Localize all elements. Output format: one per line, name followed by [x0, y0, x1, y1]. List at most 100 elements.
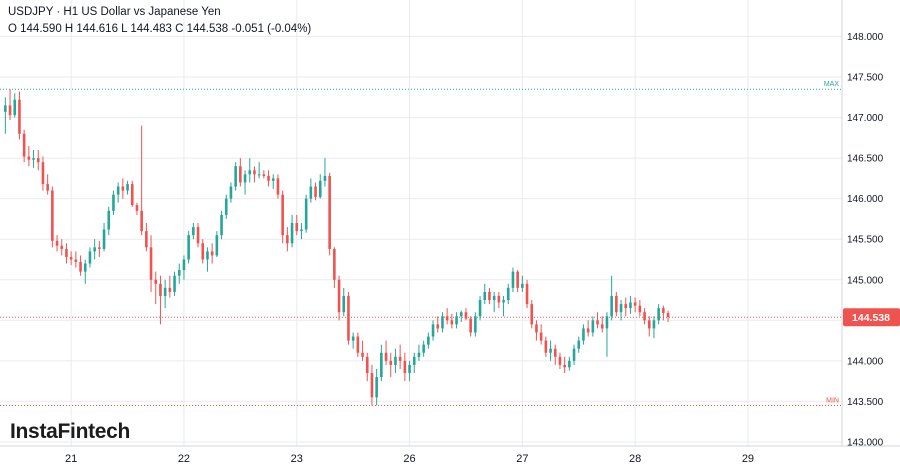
candle-body[interactable] — [478, 300, 482, 317]
candle-body[interactable] — [328, 175, 331, 249]
candle-body[interactable] — [586, 328, 590, 333]
candle-body[interactable] — [389, 360, 393, 365]
candle-body[interactable] — [276, 178, 280, 195]
candle-body[interactable] — [257, 174, 261, 176]
candle-body[interactable] — [314, 186, 317, 198]
candle-body[interactable] — [262, 174, 266, 176]
candlestick-series[interactable] — [4, 89, 670, 406]
candle-body[interactable] — [239, 166, 242, 183]
candle-body[interactable] — [295, 223, 299, 232]
candle-body[interactable] — [638, 305, 642, 313]
candle-body[interactable] — [323, 175, 327, 181]
candle-body[interactable] — [149, 247, 153, 280]
candle-body[interactable] — [267, 175, 270, 181]
candle-body[interactable] — [427, 336, 430, 345]
candle-body[interactable] — [300, 229, 303, 232]
candle-body[interactable] — [530, 304, 534, 325]
candle-body[interactable] — [159, 283, 162, 296]
candle-body[interactable] — [441, 316, 444, 329]
candle-body[interactable] — [445, 316, 449, 321]
candle-body[interactable] — [234, 166, 237, 187]
candle-body[interactable] — [27, 156, 31, 160]
candle-body[interactable] — [525, 283, 529, 305]
candle-body[interactable] — [412, 356, 416, 365]
candle-body[interactable] — [563, 364, 566, 368]
candle-body[interactable] — [647, 320, 651, 329]
candle-body[interactable] — [318, 180, 322, 198]
candle-body[interactable] — [304, 198, 308, 230]
candle-body[interactable] — [337, 279, 341, 313]
candle-body[interactable] — [22, 133, 26, 157]
candle-body[interactable] — [544, 340, 548, 353]
candle-body[interactable] — [69, 257, 73, 260]
candle-body[interactable] — [629, 302, 632, 309]
candle-body[interactable] — [615, 295, 618, 313]
candle-body[interactable] — [652, 320, 656, 329]
candle-body[interactable] — [18, 99, 21, 134]
candle-body[interactable] — [582, 328, 585, 341]
candle-body[interactable] — [281, 194, 284, 236]
candle-body[interactable] — [342, 295, 346, 313]
candle-body[interactable] — [361, 352, 364, 357]
candle-body[interactable] — [605, 316, 609, 329]
candle-body[interactable] — [196, 227, 200, 244]
candle-body[interactable] — [8, 105, 12, 116]
candle-body[interactable] — [384, 352, 388, 361]
candle-body[interactable] — [224, 198, 228, 215]
candle-body[interactable] — [163, 287, 167, 296]
candle-body[interactable] — [455, 316, 458, 325]
candle-body[interactable] — [356, 336, 360, 353]
candle-body[interactable] — [662, 308, 665, 314]
candle-body[interactable] — [32, 158, 35, 160]
candle-body[interactable] — [572, 348, 576, 361]
candle-body[interactable] — [135, 205, 139, 211]
candle-body[interactable] — [408, 364, 411, 374]
candle-body[interactable] — [79, 261, 82, 272]
candle-body[interactable] — [41, 162, 45, 185]
candle-body[interactable] — [130, 184, 134, 206]
candle-body[interactable] — [46, 184, 49, 191]
candle-body[interactable] — [558, 356, 562, 365]
candle-body[interactable] — [173, 275, 176, 292]
candle-body[interactable] — [154, 279, 158, 284]
candle-body[interactable] — [253, 170, 256, 175]
candle-body[interactable] — [474, 316, 477, 333]
candle-body[interactable] — [98, 247, 101, 249]
candle-body[interactable] — [309, 186, 313, 199]
candle-body[interactable] — [596, 320, 599, 325]
candle-body[interactable] — [182, 259, 186, 271]
candle-body[interactable] — [74, 259, 78, 262]
candle-body[interactable] — [417, 352, 421, 357]
candle-body[interactable] — [516, 271, 519, 288]
time-axis[interactable]: 21 22 23 26 27 28 29 — [65, 453, 754, 465]
candle-body[interactable] — [535, 324, 538, 333]
candle-body[interactable] — [286, 235, 289, 244]
candle-body[interactable] — [347, 295, 350, 341]
candle-body[interactable] — [488, 291, 491, 301]
candle-body[interactable] — [210, 251, 214, 256]
candle-body[interactable] — [215, 235, 219, 256]
candle-body[interactable] — [51, 190, 54, 241]
candle-body[interactable] — [243, 174, 247, 183]
candle-body[interactable] — [140, 210, 143, 232]
candle-body[interactable] — [83, 263, 87, 272]
candle-body[interactable] — [4, 105, 7, 112]
candle-body[interactable] — [600, 324, 604, 329]
candle-body[interactable] — [483, 291, 487, 301]
candle-body[interactable] — [666, 313, 670, 318]
candle-body[interactable] — [394, 356, 397, 365]
candle-body[interactable] — [610, 295, 613, 317]
candle-body[interactable] — [450, 320, 454, 325]
candle-body[interactable] — [229, 186, 233, 199]
candle-body[interactable] — [431, 324, 435, 337]
candle-body[interactable] — [511, 271, 515, 288]
candle-body[interactable] — [521, 283, 524, 288]
candle-body[interactable] — [351, 336, 355, 341]
candle-body[interactable] — [375, 377, 378, 398]
candle-body[interactable] — [553, 348, 557, 357]
candle-body[interactable] — [459, 312, 463, 317]
candle-body[interactable] — [206, 251, 209, 260]
candle-body[interactable] — [177, 270, 181, 276]
candle-body[interactable] — [168, 287, 172, 292]
candle-body[interactable] — [88, 251, 92, 264]
